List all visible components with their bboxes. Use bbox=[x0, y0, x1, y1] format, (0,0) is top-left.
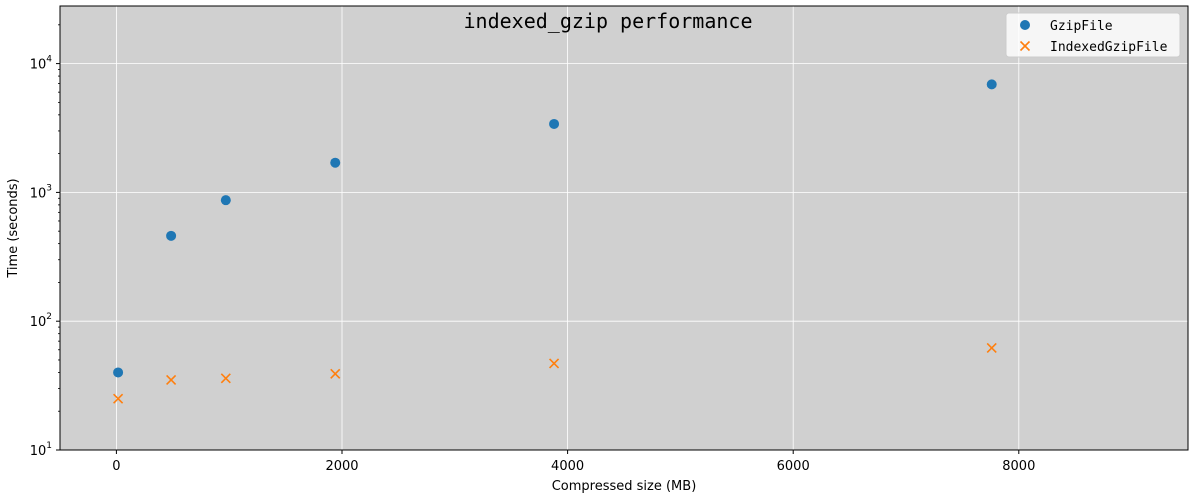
x-tick-label: 0 bbox=[112, 459, 120, 474]
data-point bbox=[113, 367, 124, 378]
data-point bbox=[548, 358, 560, 369]
x-marker-stroke bbox=[113, 393, 124, 404]
data-point bbox=[166, 374, 177, 385]
legend-box bbox=[1005, 12, 1181, 58]
plot-area bbox=[60, 6, 1188, 450]
data-point bbox=[113, 393, 124, 404]
x-axis-label: Compressed size (MB) bbox=[552, 479, 697, 494]
x-tick-label: 4000 bbox=[551, 459, 584, 474]
data-point bbox=[220, 195, 231, 206]
legend-label: IndexedGzipFile bbox=[1050, 40, 1168, 55]
chart-title: indexed_gzip performance bbox=[464, 9, 753, 33]
x-tick-label: 8000 bbox=[1002, 459, 1035, 474]
legend-marker bbox=[1019, 40, 1031, 52]
x-marker-stroke bbox=[330, 368, 341, 379]
x-marker-stroke bbox=[986, 342, 997, 354]
data-point bbox=[166, 230, 177, 241]
data-point bbox=[330, 368, 341, 379]
legend-items: GzipFile IndexedGzipFile bbox=[1019, 19, 1168, 55]
y-tick-label: 102 bbox=[30, 312, 52, 330]
series-1 bbox=[113, 342, 997, 404]
legend-marker bbox=[1020, 20, 1030, 30]
y-axis-label: Time (seconds) bbox=[6, 178, 21, 278]
legend-label: GzipFile bbox=[1050, 19, 1113, 34]
legend: GzipFile IndexedGzipFile bbox=[1005, 12, 1181, 58]
y-tick-label: 101 bbox=[30, 441, 52, 459]
data-point bbox=[220, 373, 231, 384]
data-points bbox=[113, 79, 997, 404]
x-marker-stroke bbox=[166, 374, 177, 385]
legend-item: IndexedGzipFile bbox=[1019, 40, 1168, 55]
plot-frame bbox=[59, 5, 1189, 451]
y-tick-label: 103 bbox=[30, 183, 52, 201]
x-tick-label: 6000 bbox=[777, 459, 810, 474]
x-marker-stroke bbox=[220, 373, 231, 384]
y-axis-ticks: 101 102 103 104 bbox=[30, 55, 60, 459]
x-marker-stroke bbox=[1019, 40, 1031, 52]
data-point bbox=[330, 157, 341, 168]
x-marker-stroke bbox=[548, 358, 560, 369]
data-point bbox=[986, 342, 997, 354]
x-axis-ticks: 0 2000 4000 6000 8000 bbox=[112, 450, 1035, 474]
x-tick-label: 2000 bbox=[325, 459, 358, 474]
legend-item: GzipFile bbox=[1020, 19, 1113, 34]
data-point bbox=[549, 118, 560, 129]
series-0 bbox=[113, 79, 997, 378]
data-point bbox=[986, 79, 997, 90]
y-tick-label: 104 bbox=[30, 55, 53, 73]
